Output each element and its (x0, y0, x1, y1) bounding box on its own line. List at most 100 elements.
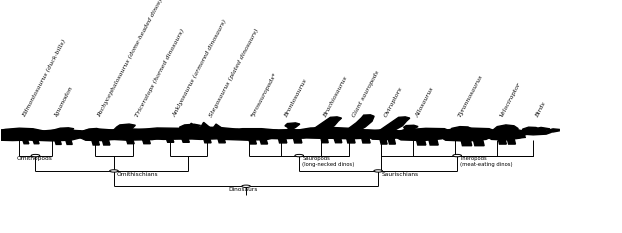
Polygon shape (215, 129, 283, 140)
Polygon shape (378, 117, 410, 134)
Polygon shape (169, 124, 201, 135)
Polygon shape (392, 128, 452, 140)
Text: Triceratops (horned dinosaurs): Triceratops (horned dinosaurs) (135, 28, 186, 118)
Polygon shape (492, 125, 518, 134)
Polygon shape (448, 127, 472, 134)
Polygon shape (388, 139, 396, 144)
Text: Theropods
(meat-eating dinos): Theropods (meat-eating dinos) (460, 156, 513, 167)
Polygon shape (61, 132, 77, 135)
Polygon shape (292, 127, 358, 138)
Circle shape (295, 154, 304, 157)
Polygon shape (347, 115, 374, 132)
Polygon shape (417, 140, 426, 145)
Text: Ornithischians: Ornithischians (117, 172, 159, 177)
Polygon shape (126, 140, 134, 144)
Text: Iguanodon: Iguanodon (53, 86, 73, 118)
Polygon shape (218, 139, 225, 143)
Polygon shape (466, 130, 483, 134)
Text: Oviraptors: Oviraptors (383, 86, 403, 118)
Text: Anklyosaurus (armored dinosaurs): Anklyosaurus (armored dinosaurs) (172, 19, 228, 118)
Polygon shape (78, 132, 94, 134)
Polygon shape (274, 131, 292, 134)
Polygon shape (398, 125, 418, 134)
Text: Allosaurus: Allosaurus (415, 86, 435, 118)
Text: Brontosaurus: Brontosaurus (283, 78, 308, 118)
Polygon shape (128, 128, 210, 139)
Polygon shape (473, 140, 484, 146)
Text: *prosauropods*: *prosauropods* (251, 72, 279, 118)
Polygon shape (48, 128, 74, 135)
Circle shape (109, 170, 118, 172)
Polygon shape (83, 128, 102, 135)
Text: Dinosaurs: Dinosaurs (228, 187, 258, 192)
Polygon shape (203, 139, 211, 143)
Polygon shape (481, 129, 526, 140)
Polygon shape (199, 132, 218, 134)
Polygon shape (205, 130, 220, 134)
Text: Tyrannosaurus: Tyrannosaurus (457, 74, 483, 118)
Polygon shape (486, 134, 492, 137)
Polygon shape (522, 130, 552, 135)
Polygon shape (66, 140, 72, 144)
Polygon shape (362, 138, 370, 143)
Circle shape (453, 154, 462, 157)
Polygon shape (167, 139, 174, 142)
Text: Velociraptor: Velociraptor (499, 81, 522, 118)
Text: Ornithopods: Ornithopods (16, 156, 52, 161)
Polygon shape (511, 132, 524, 134)
Polygon shape (111, 131, 129, 134)
Circle shape (242, 185, 251, 188)
Polygon shape (277, 123, 300, 134)
Text: Giant sauropods: Giant sauropods (351, 70, 380, 118)
Polygon shape (260, 140, 267, 144)
Polygon shape (77, 129, 123, 140)
Text: Birds: Birds (535, 101, 547, 118)
Polygon shape (309, 117, 341, 134)
Polygon shape (508, 139, 516, 144)
Circle shape (374, 170, 383, 172)
Polygon shape (517, 134, 526, 138)
Polygon shape (548, 129, 559, 132)
Text: Stegosaurus (plated dinosaurs): Stegosaurus (plated dinosaurs) (208, 28, 260, 118)
Text: Pachycephalosaurus (dome-headed dinos): Pachycephalosaurus (dome-headed dinos) (97, 0, 164, 118)
Polygon shape (521, 127, 540, 134)
Polygon shape (33, 140, 39, 144)
Text: Saurischians: Saurischians (381, 172, 419, 177)
Polygon shape (498, 139, 506, 144)
Polygon shape (294, 138, 302, 143)
Polygon shape (351, 131, 366, 134)
Polygon shape (0, 130, 87, 141)
Polygon shape (249, 140, 256, 144)
Polygon shape (380, 139, 387, 144)
Polygon shape (279, 138, 287, 143)
Polygon shape (92, 140, 100, 145)
Polygon shape (248, 130, 320, 139)
Text: Edmontosaurus (duck-bills): Edmontosaurus (duck-bills) (21, 39, 67, 118)
Circle shape (31, 154, 40, 157)
Polygon shape (91, 129, 175, 140)
Polygon shape (142, 140, 151, 144)
Polygon shape (316, 130, 389, 139)
Polygon shape (429, 140, 439, 145)
Text: Sauropods
(long-necked dinos): Sauropods (long-necked dinos) (302, 156, 355, 167)
Polygon shape (334, 138, 341, 143)
Polygon shape (0, 128, 52, 140)
Polygon shape (55, 140, 61, 144)
Polygon shape (113, 124, 136, 134)
Polygon shape (239, 130, 251, 134)
Polygon shape (188, 123, 197, 128)
Polygon shape (294, 131, 316, 134)
Polygon shape (23, 140, 29, 144)
Polygon shape (442, 135, 448, 138)
Polygon shape (225, 131, 248, 134)
Polygon shape (435, 128, 497, 141)
Polygon shape (346, 138, 355, 143)
Polygon shape (367, 130, 392, 134)
Polygon shape (167, 127, 244, 139)
Polygon shape (45, 136, 51, 139)
Polygon shape (461, 140, 471, 146)
Text: Brachiosaurus: Brachiosaurus (323, 75, 349, 118)
Polygon shape (151, 131, 170, 134)
Polygon shape (321, 138, 328, 143)
Polygon shape (366, 130, 404, 140)
